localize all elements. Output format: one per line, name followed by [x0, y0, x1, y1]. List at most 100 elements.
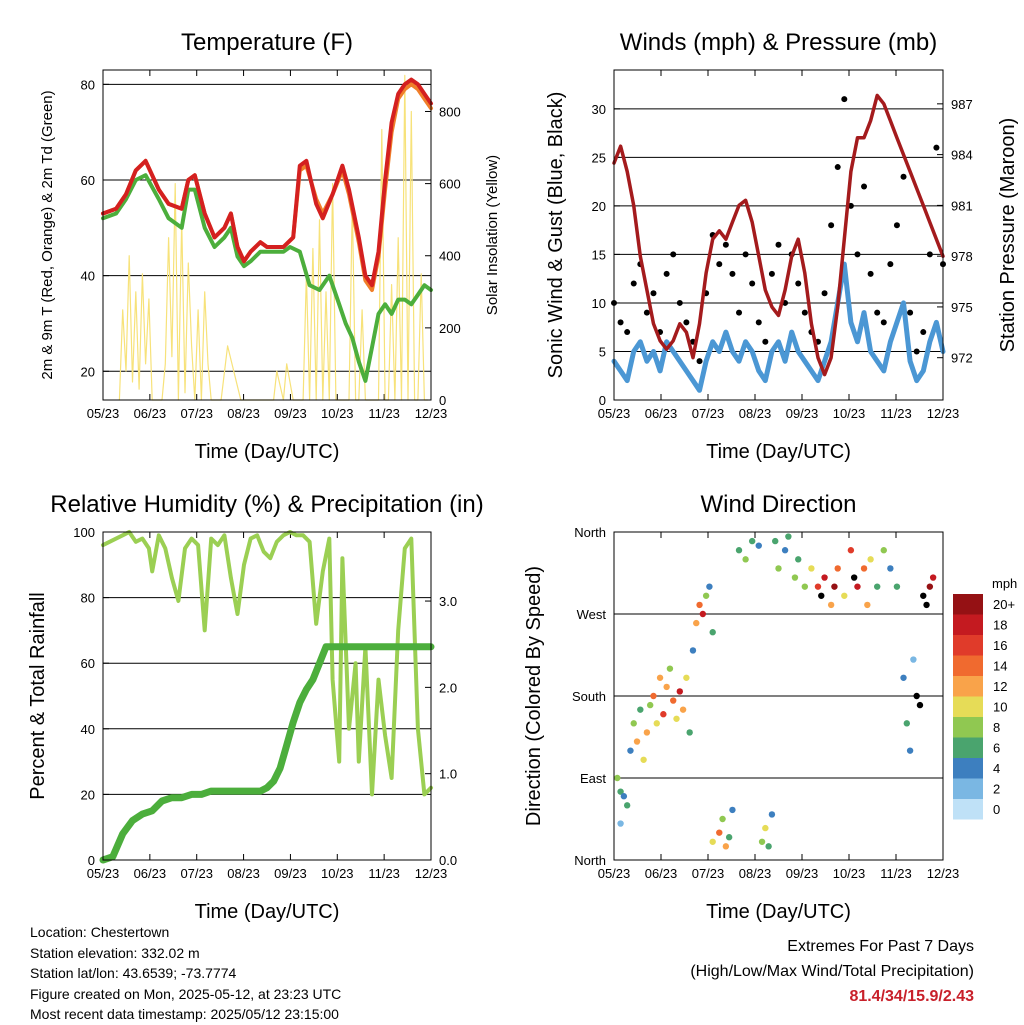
gust-point	[762, 338, 769, 345]
chart-3-xtick-label: 10/23	[833, 866, 866, 881]
chart-1-xtick-label: 05/23	[598, 406, 631, 421]
chart-1-y2tick-label: 975	[951, 300, 973, 315]
direction-point	[910, 656, 917, 663]
direction-point	[864, 601, 871, 609]
chart-0-xtick-label: 06/23	[134, 406, 167, 421]
chart-3-xlabel: Time (Day/UTC)	[706, 901, 851, 923]
chart-2-xtick-label: 09/23	[274, 866, 307, 881]
legend-swatch	[953, 635, 983, 656]
gust-point	[893, 222, 900, 229]
direction-point	[860, 565, 868, 572]
direction-point	[716, 829, 723, 836]
info-recent: Most recent data timestamp: 2025/05/12 2…	[30, 1006, 339, 1022]
chart-1-xtick-label: 10/23	[833, 406, 866, 421]
extremes-values: 81.4/34/15.9/2.43	[849, 988, 974, 1005]
direction-point	[722, 843, 730, 850]
gust-point	[900, 173, 907, 180]
gust-point	[755, 319, 762, 326]
chart-2-xtick-label: 12/23	[415, 866, 448, 881]
chart-0-ylabel: 2m & 9m T (Red, Orange) & 2m Td (Green)	[39, 90, 56, 379]
gust-point	[887, 261, 894, 268]
chart-2-xtick-label: 07/23	[180, 866, 213, 881]
chart-2-xtick-label: 11/23	[368, 866, 400, 881]
direction-point	[640, 756, 647, 763]
direction-point	[923, 601, 930, 609]
direction-point	[906, 747, 914, 754]
chart-2-ytick-label: 100	[73, 525, 95, 540]
chart-3-ytick-label: East	[580, 771, 606, 786]
direction-point	[719, 815, 726, 823]
gust-point	[650, 290, 657, 297]
chart-1-y2tick-label: 981	[951, 198, 973, 213]
gust-point	[861, 183, 868, 190]
chart-0-y2tick-label: 800	[439, 104, 461, 119]
chart-3-xtick-label: 08/23	[739, 866, 772, 881]
chart-1-xtick-label: 12/23	[927, 406, 960, 421]
chart-0-title: Temperature (F)	[181, 29, 353, 56]
gust-point	[729, 270, 736, 277]
chart-0-y2tick-label: 600	[439, 177, 461, 192]
chart-0-xtick-label: 05/23	[87, 406, 120, 421]
info-elevation: Station elevation: 332.02 m	[30, 944, 200, 961]
direction-point	[831, 583, 838, 590]
chart-0-ytick-label: 20	[81, 364, 95, 379]
direction-point	[893, 583, 901, 590]
chart-2-ytick-label: 40	[81, 722, 95, 737]
gust-point	[867, 270, 874, 277]
chart-0-xtick-label: 09/23	[274, 406, 307, 421]
gust-point	[907, 309, 914, 316]
series-total-precipitation	[99, 643, 435, 864]
direction-point	[679, 706, 687, 713]
chart-3-ytick-label: West	[577, 607, 607, 622]
gust-point	[736, 309, 743, 316]
chart-0-y2tick-label: 0	[439, 393, 446, 408]
chart-0-y2label: Solar Insolation (Yellow)	[484, 155, 501, 315]
series-station-pressure	[612, 93, 945, 377]
direction-point	[880, 547, 887, 554]
direction-point	[850, 574, 858, 581]
direction-point	[702, 592, 710, 599]
chart-3-title: Wind Direction	[700, 491, 856, 518]
direction-point	[765, 843, 772, 850]
chart-2-xtick-label: 06/23	[134, 866, 167, 881]
chart-2-ytick-label: 60	[81, 656, 95, 671]
gust-point	[676, 299, 683, 306]
direction-point	[781, 547, 789, 554]
chart-0-xtick-label: 10/23	[321, 406, 354, 421]
gust-point	[643, 309, 650, 316]
chart-3-xtick-label: 06/23	[645, 866, 678, 881]
direction-point	[874, 583, 881, 590]
chart-1-ytick-label: 25	[592, 150, 606, 165]
chart-3-xtick-label: 11/23	[880, 866, 912, 881]
chart-1-ytick-label: 30	[592, 102, 606, 117]
direction-point	[772, 537, 779, 545]
chart-3-ylabel: Direction (Colored By Speed)	[523, 566, 545, 826]
direction-point	[758, 838, 766, 845]
chart-1-frame	[613, 69, 944, 401]
legend-swatch	[953, 594, 983, 615]
legend-label: 16	[993, 638, 1007, 653]
direction-point	[630, 720, 637, 727]
direction-point	[742, 556, 749, 563]
direction-point	[913, 692, 920, 700]
gust-point	[801, 309, 808, 316]
gust-point	[617, 319, 624, 326]
chart-1-ytick-label: 5	[599, 344, 606, 359]
direction-point	[900, 674, 907, 681]
chart-0-ytick-label: 80	[81, 77, 95, 92]
series-temp-2m	[101, 77, 433, 288]
legend-label: 0	[993, 802, 1000, 817]
chart-0-y2tick-label: 400	[439, 249, 461, 264]
chart-0-xtick-label: 11/23	[368, 406, 400, 421]
legend-label: 20+	[993, 597, 1015, 612]
info-location: Location: Chestertown	[30, 924, 170, 940]
legend-swatch	[953, 655, 983, 676]
chart-1-y2label: Station Pressure (Maroon)	[997, 118, 1019, 353]
direction-point	[762, 824, 769, 832]
direction-point	[748, 537, 756, 545]
chart-2-xtick-label: 05/23	[87, 866, 120, 881]
chart-0-xlabel: Time (Day/UTC)	[195, 441, 340, 463]
chart-1-y2tick-label: 972	[951, 351, 973, 366]
chart-2-ylabel: Percent & Total Rainfall	[27, 592, 49, 800]
chart-1-y2tick-label: 984	[951, 148, 973, 163]
